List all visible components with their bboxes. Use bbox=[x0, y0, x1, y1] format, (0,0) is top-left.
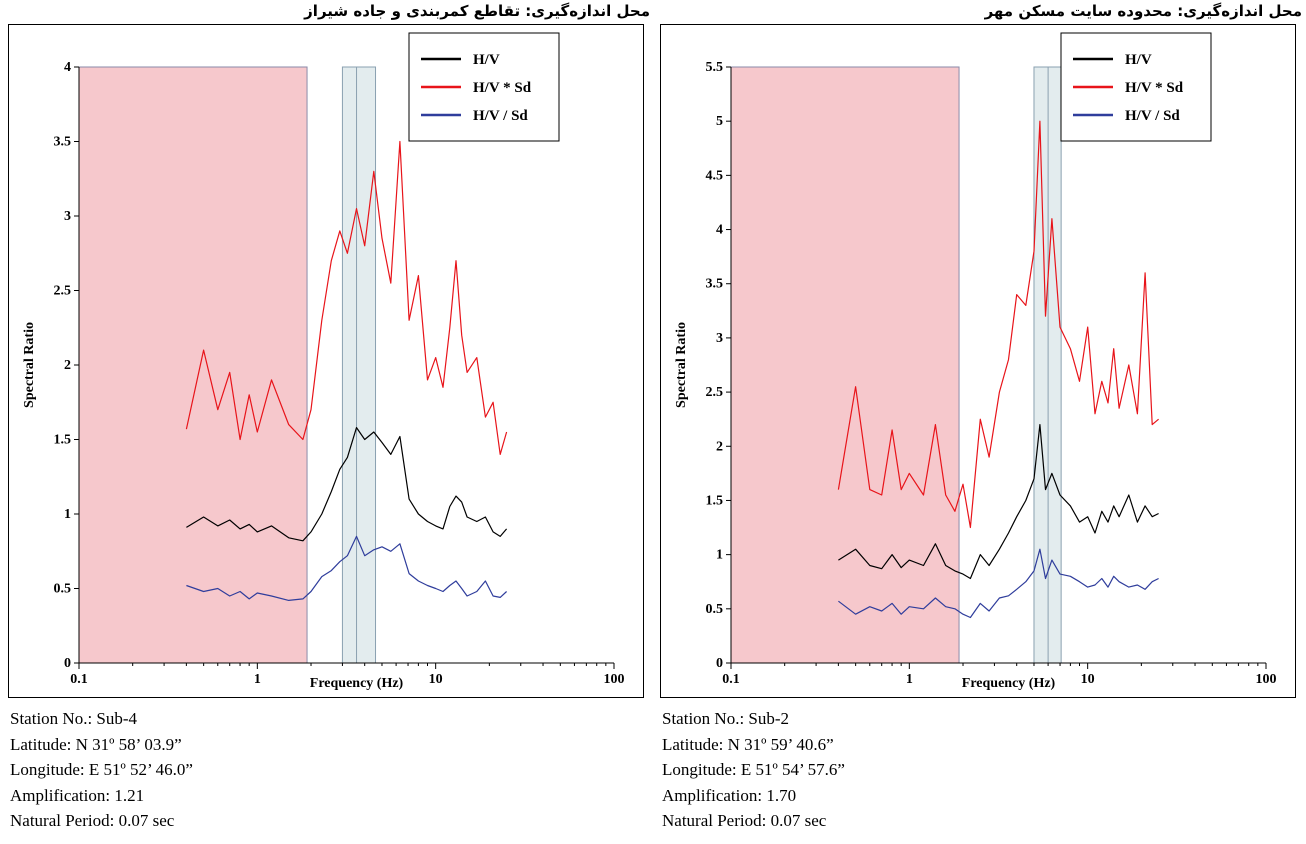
station-longitude: Longitude: E 51º 54’ 57.6” bbox=[662, 760, 845, 779]
hvsr-chart-right: 0 0.5 1 1.5 2 2.5 3 3.5 4 4.5 5 5.5 0.1 1 10 100 Frequen… bbox=[674, 32, 1277, 691]
y-tick-label: 4 bbox=[716, 223, 723, 238]
panel-title-left: محل اندازه‌گیری: تقاطع کمربندی و جاده شی… bbox=[304, 2, 650, 20]
y-tick-label: 0 bbox=[64, 656, 71, 671]
station-latitude: Latitude: N 31º 58’ 03.9” bbox=[10, 734, 182, 754]
series-line-hv-times-sd bbox=[185, 140, 508, 455]
station-number: Station No.: Sub-2 bbox=[662, 709, 790, 728]
station-latitude: Latitude: N 31º 59’ 40.6” bbox=[662, 734, 834, 754]
y-axis-label: Spectral Ratio bbox=[674, 322, 689, 408]
series-line-hv bbox=[838, 424, 1159, 580]
y-tick-label: 1.5 bbox=[706, 493, 724, 508]
y-tick-label: 3 bbox=[64, 209, 71, 224]
series-line-hv-times-sd bbox=[837, 120, 1159, 529]
legend-label-hv-div-sd: H/V / Sd bbox=[1125, 108, 1180, 124]
chart-frame-right: 0 0.5 1 1.5 2 2.5 3 3.5 4 4.5 5 5.5 0.1 1 10 100 Frequen… bbox=[660, 24, 1296, 698]
legend-label-hv: H/V bbox=[1125, 52, 1152, 68]
station-amplification: Amplification: 1.21 bbox=[10, 785, 145, 805]
x-tick-label: 10 bbox=[1081, 672, 1095, 687]
y-axis-label: Spectral Ratio bbox=[22, 322, 37, 408]
x-tick-label: 100 bbox=[1256, 672, 1277, 687]
series-line-hv-div-sd bbox=[838, 548, 1159, 619]
x-tick-label: 1 bbox=[254, 672, 261, 687]
y-tick-label: 1 bbox=[716, 548, 723, 563]
chart-frame-left: 0 0.5 1 1.5 2 2.5 3 3.5 4 0.1 1 10 100 Frequency (Hz)… bbox=[8, 24, 644, 698]
y-tick-label: 2.5 bbox=[54, 284, 72, 299]
y-tick-label: 4 bbox=[64, 60, 71, 75]
x-tick-label: 100 bbox=[604, 672, 625, 687]
peak-frequency-band bbox=[1033, 66, 1062, 664]
y-tick-label: 5 bbox=[716, 114, 723, 129]
station-longitude: Longitude: E 51º 52’ 46.0” bbox=[10, 760, 193, 779]
y-tick-label: 4.5 bbox=[706, 168, 724, 183]
station-natural-period: Natural Period: 0.07 sec bbox=[662, 811, 827, 830]
y-tick-label: 5.5 bbox=[706, 60, 724, 75]
legend-label-hv-times-sd: H/V * Sd bbox=[1125, 80, 1184, 96]
legend-label-hv: H/V bbox=[473, 52, 500, 68]
peak-frequency-band bbox=[341, 66, 377, 664]
chart-panel-left: محل اندازه‌گیری: تقاطع کمربندی و جاده شی… bbox=[8, 0, 654, 844]
panel-title-right: محل اندازه‌گیری: محدوده سایت مسکن مهر bbox=[984, 2, 1302, 20]
y-tick-label: 2 bbox=[64, 358, 71, 373]
station-number: Station No.: Sub-4 bbox=[10, 709, 138, 728]
station-amplification: Amplification: 1.70 bbox=[662, 785, 797, 805]
y-tick-label: 0.5 bbox=[54, 582, 72, 597]
hvsr-chart-left: 0 0.5 1 1.5 2 2.5 3 3.5 4 0.1 1 10 100 Frequency (Hz)… bbox=[22, 32, 625, 691]
y-tick-label: 0.5 bbox=[706, 602, 724, 617]
x-tick-label: 0.1 bbox=[722, 672, 740, 687]
station-info-right: Station No.: Sub-2 Latitude: N 31º 59’ 4… bbox=[662, 706, 845, 834]
y-tick-label: 0 bbox=[716, 656, 723, 671]
y-tick-label: 3 bbox=[716, 331, 723, 346]
station-info-left: Station No.: Sub-4 Latitude: N 31º 58’ 0… bbox=[10, 706, 193, 834]
legend-label-hv-div-sd: H/V / Sd bbox=[473, 108, 528, 124]
y-tick-label: 1 bbox=[64, 507, 71, 522]
series-line-hv bbox=[186, 427, 508, 542]
series-line-hv-div-sd bbox=[186, 535, 508, 602]
station-natural-period: Natural Period: 0.07 sec bbox=[10, 811, 175, 830]
invalid-frequency-region bbox=[78, 66, 308, 664]
x-tick-label: 0.1 bbox=[70, 672, 88, 687]
y-tick-label: 2.5 bbox=[706, 385, 724, 400]
y-tick-label: 2 bbox=[716, 439, 723, 454]
y-tick-label: 1.5 bbox=[54, 433, 72, 448]
y-tick-label: 3.5 bbox=[54, 135, 72, 150]
x-tick-label: 1 bbox=[906, 672, 913, 687]
x-axis-label: Frequency (Hz) bbox=[310, 676, 404, 691]
legend-label-hv-times-sd: H/V * Sd bbox=[473, 80, 532, 96]
x-axis-label: Frequency (Hz) bbox=[962, 676, 1056, 691]
x-tick-label: 10 bbox=[429, 672, 443, 687]
invalid-frequency-region bbox=[730, 66, 960, 664]
y-tick-label: 3.5 bbox=[706, 277, 724, 292]
